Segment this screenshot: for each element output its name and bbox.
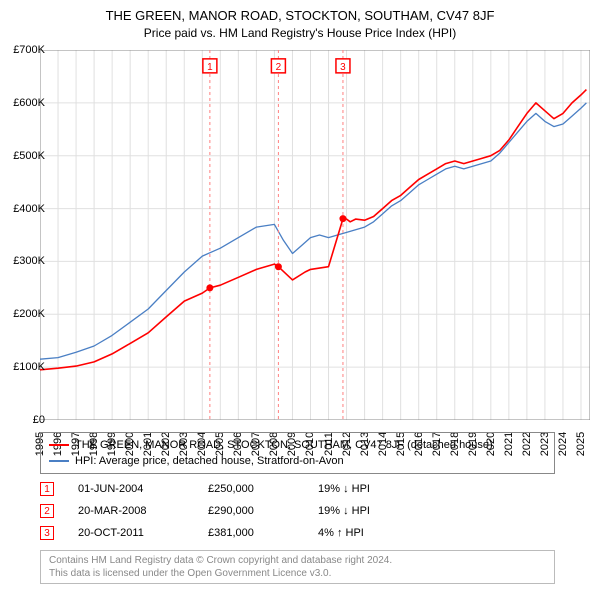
- svg-text:2: 2: [276, 62, 282, 73]
- y-tick-label: £500K: [13, 150, 45, 162]
- event-date: 01-JUN-2004: [78, 483, 208, 495]
- y-tick-label: £300K: [13, 255, 45, 267]
- events-table: 1 01-JUN-2004£250,00019% ↓ HPI 2 20-MAR-200…: [40, 478, 555, 544]
- footer: Contains HM Land Registry data © Crown c…: [40, 550, 555, 584]
- y-tick-label: £600K: [13, 97, 45, 109]
- y-tick-label: £700K: [13, 44, 45, 56]
- event-marker: 3: [40, 526, 54, 540]
- x-tick-label: 2024: [557, 432, 569, 456]
- chart-subtitle: Price paid vs. HM Land Registry's House …: [0, 26, 600, 40]
- event-price: £250,000: [208, 483, 318, 495]
- chart-title: THE GREEN, MANOR ROAD, STOCKTON, SOUTHAM…: [0, 8, 600, 23]
- legend: THE GREEN, MANOR ROAD, STOCKTON, SOUTHAM…: [40, 432, 555, 474]
- event-delta: 4% ↑ HPI: [318, 527, 364, 539]
- event-date: 20-OCT-2011: [78, 527, 208, 539]
- footer-line: This data is licensed under the Open Gov…: [49, 567, 546, 580]
- y-tick-label: £200K: [13, 308, 45, 320]
- event-marker: 2: [40, 504, 54, 518]
- event-price: £381,000: [208, 527, 318, 539]
- legend-item: THE GREEN, MANOR ROAD, STOCKTON, SOUTHAM…: [49, 437, 546, 453]
- event-marker: 1: [40, 482, 54, 496]
- legend-item: HPI: Average price, detached house, Stra…: [49, 453, 546, 469]
- legend-label: THE GREEN, MANOR ROAD, STOCKTON, SOUTHAM…: [75, 439, 493, 451]
- svg-text:3: 3: [340, 62, 346, 73]
- x-tick-label: 2025: [575, 432, 587, 456]
- legend-label: HPI: Average price, detached house, Stra…: [75, 455, 344, 467]
- event-row: 3 20-OCT-2011£381,0004% ↑ HPI: [40, 522, 555, 544]
- svg-text:1: 1: [207, 62, 213, 73]
- title-area: THE GREEN, MANOR ROAD, STOCKTON, SOUTHAM…: [0, 0, 600, 40]
- y-tick-label: £0: [33, 414, 45, 426]
- event-delta: 19% ↓ HPI: [318, 483, 370, 495]
- legend-swatch: [49, 444, 69, 446]
- event-row: 2 20-MAR-2008£290,00019% ↓ HPI: [40, 500, 555, 522]
- line-chart: 1 2 3: [40, 50, 590, 420]
- event-delta: 19% ↓ HPI: [318, 505, 370, 517]
- legend-swatch: [49, 460, 69, 462]
- y-tick-label: £100K: [13, 361, 45, 373]
- y-tick-label: £400K: [13, 203, 45, 215]
- event-date: 20-MAR-2008: [78, 505, 208, 517]
- event-price: £290,000: [208, 505, 318, 517]
- chart-container: THE GREEN, MANOR ROAD, STOCKTON, SOUTHAM…: [0, 0, 600, 590]
- event-row: 1 01-JUN-2004£250,00019% ↓ HPI: [40, 478, 555, 500]
- footer-line: Contains HM Land Registry data © Crown c…: [49, 554, 546, 567]
